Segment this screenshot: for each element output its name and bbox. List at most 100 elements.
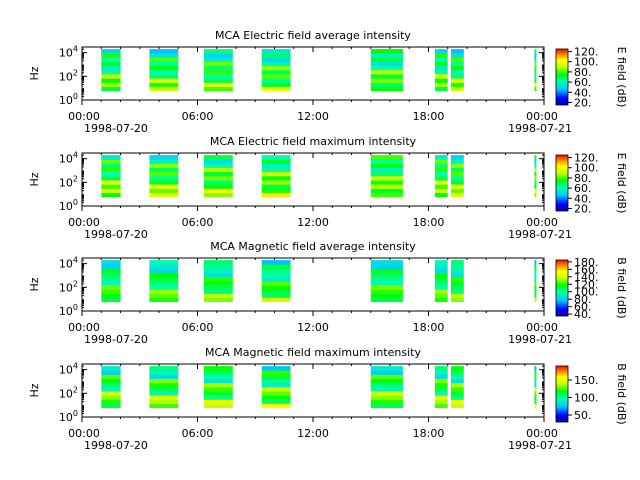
- spectrogram-cell: [203, 49, 233, 54]
- spectrogram-cell: [534, 399, 537, 404]
- spectrogram-cell: [203, 192, 233, 198]
- colorbar-label: E field (dB): [615, 47, 628, 108]
- spectrogram-cell: [434, 297, 448, 303]
- spectrogram-cell: [434, 155, 448, 160]
- spectrogram-cell: [101, 399, 121, 404]
- spectrogram-cell: [261, 268, 291, 273]
- spectrogram-cell: [203, 155, 233, 160]
- spectrogram-cell: [534, 61, 537, 67]
- spectrogram-cell: [149, 403, 179, 409]
- spectrogram-cell: [434, 167, 448, 173]
- spectrogram-cell: [434, 272, 448, 278]
- spectrogram-cell: [101, 285, 121, 290]
- spectrogram-cell: [261, 86, 291, 92]
- spectrogram-cell: [261, 171, 291, 177]
- spectrogram-cell: [203, 74, 233, 79]
- spectrogram-cell: [370, 399, 403, 404]
- spectrogram-cell: [203, 167, 233, 173]
- spectrogram-cell: [534, 65, 537, 71]
- x-tick-label: 00:00: [526, 110, 558, 123]
- spectrogram-cell: [149, 171, 179, 177]
- spectrogram-cell: [534, 192, 537, 198]
- spectrogram-cell: [203, 163, 233, 168]
- spectrogram-cell: [149, 280, 179, 286]
- chart-panel-2: MCA Electric field maximum intensity Hz 10…: [28, 135, 628, 241]
- spectrogram-cell: [149, 184, 179, 189]
- spectrogram-cell: [149, 386, 179, 392]
- spectrogram-cell: [101, 53, 121, 58]
- spectrogram-cell: [434, 74, 448, 79]
- spectrogram-cell: [149, 57, 179, 62]
- colorbar-label: E field (dB): [615, 153, 628, 214]
- spectrogram-cell: [434, 82, 448, 87]
- spectrogram-cell: [434, 171, 448, 177]
- spectrogram-cell: [534, 378, 537, 384]
- spectrogram-cell: [370, 69, 403, 75]
- spectrogram-cell: [149, 82, 179, 87]
- spectrogram-cell: [370, 391, 403, 396]
- spectrogram-cell: [370, 180, 403, 185]
- spectrogram-cell: [261, 374, 291, 379]
- spectrogram-cell: [534, 171, 537, 177]
- y-tick-label: 104: [59, 151, 78, 166]
- spectrogram-cell: [451, 378, 464, 384]
- y-tick-label: 102: [59, 385, 78, 400]
- spectrogram-cell: [203, 272, 233, 278]
- spectrogram-cell: [451, 53, 464, 58]
- spectrogram-cell: [261, 74, 291, 79]
- spectrogram-cell: [261, 69, 291, 75]
- spectrogram-cell: [534, 370, 537, 375]
- spectrogram-cell: [370, 163, 403, 168]
- x-tick-label: 18:00: [413, 321, 445, 334]
- spectrogram-cell: [451, 293, 464, 298]
- spectrogram-cell: [370, 167, 403, 173]
- spectrogram-cell: [203, 268, 233, 273]
- spectrogram-cell: [451, 399, 464, 404]
- spectrogram-cell: [534, 159, 537, 164]
- spectrogram-cell: [534, 74, 537, 79]
- colorbar-tick-label: 80.: [574, 293, 592, 306]
- spectrogram-cell: [203, 366, 233, 371]
- spectrogram-cell: [203, 57, 233, 62]
- spectrogram-cell: [101, 382, 121, 388]
- spectrogram-cell: [101, 386, 121, 392]
- spectrogram-cell: [451, 374, 464, 379]
- spectrogram-cell: [451, 86, 464, 92]
- chart-title: MCA Electric field average intensity: [215, 29, 411, 42]
- spectrogram-cell: [203, 276, 233, 282]
- spectrogram-cell: [101, 378, 121, 384]
- spectrogram-cell: [370, 280, 403, 286]
- spectrogram-cell: [534, 175, 537, 181]
- spectrogram-cell: [434, 293, 448, 298]
- spectrogram-cell: [149, 78, 179, 83]
- spectrogram-cell: [370, 403, 403, 409]
- spectrogram-cell: [370, 53, 403, 58]
- spectrogram-cell: [101, 374, 121, 379]
- spectrogram-cell: [261, 159, 291, 164]
- spectrogram-cell: [149, 69, 179, 75]
- x-tick-label: 06:00: [182, 216, 214, 229]
- spectrogram-cell: [434, 159, 448, 164]
- spectrogram-cell: [203, 297, 233, 303]
- spectrogram-cell: [534, 382, 537, 388]
- spectrogram-cell: [370, 366, 403, 371]
- spectrogram-cell: [434, 280, 448, 286]
- spectrogram-cell: [434, 184, 448, 189]
- y-tick-label: 102: [59, 174, 78, 189]
- spectrogram-cell: [370, 395, 403, 400]
- spectrogram-cell: [261, 57, 291, 62]
- spectrogram-cell: [101, 180, 121, 185]
- spectrogram-cell: [149, 382, 179, 388]
- spectrogram-cell: [261, 175, 291, 181]
- spectrogram-cell: [149, 192, 179, 198]
- spectrogram-cell: [261, 289, 291, 294]
- spectrogram-cell: [434, 65, 448, 71]
- spectrogram-cell: [534, 260, 537, 265]
- spectrogram-cell: [101, 82, 121, 87]
- spectrogram-cell: [451, 175, 464, 181]
- spectrogram-cell: [149, 74, 179, 79]
- spectrogram-cell: [434, 180, 448, 185]
- spectrogram-cell: [534, 49, 537, 54]
- spectrogram-cell: [534, 297, 537, 303]
